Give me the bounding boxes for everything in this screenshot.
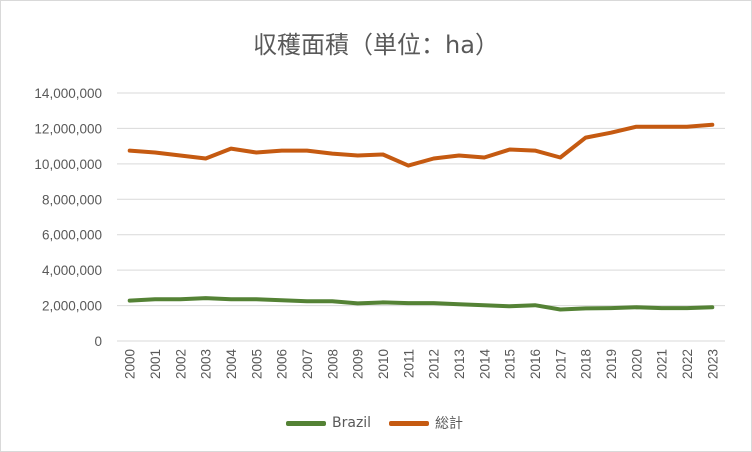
x-tick-label: 2008 — [325, 349, 340, 379]
legend-swatch-total — [389, 420, 429, 426]
x-tick-label: 2012 — [427, 349, 442, 379]
x-tick-label: 2004 — [224, 349, 239, 380]
x-tick-label: 2013 — [452, 349, 467, 379]
x-tick-label: 2021 — [655, 349, 670, 379]
series-lines — [127, 122, 715, 312]
x-tick-label: 2023 — [705, 349, 720, 379]
legend-label-total: 総計 — [435, 416, 463, 432]
x-tick-label: 2010 — [376, 349, 391, 379]
x-tick-label: 2011 — [401, 349, 416, 378]
x-tick-label: 2009 — [351, 349, 366, 379]
x-tick-label: 2007 — [300, 349, 315, 379]
legend-item-total: 総計 — [389, 411, 463, 435]
x-tick-label: 2019 — [604, 349, 619, 379]
legend-item-brazil: Brazil — [286, 411, 371, 435]
y-tick-label: 4,000,000 — [42, 263, 102, 278]
x-tick-label: 2016 — [528, 349, 543, 379]
series-line-total — [127, 122, 715, 168]
x-tick-label: 2005 — [249, 349, 264, 379]
y-tick-label: 12,000,000 — [34, 121, 102, 136]
y-tick-label: 0 — [94, 334, 102, 349]
x-tick-label: 2000 — [123, 349, 138, 379]
x-tick-label: 2003 — [199, 349, 214, 379]
y-tick-label: 2,000,000 — [42, 299, 102, 314]
x-tick-label: 2014 — [477, 349, 492, 380]
x-tick-label: 2015 — [503, 349, 518, 379]
x-tick-label: 2006 — [275, 349, 290, 379]
y-tick-label: 6,000,000 — [42, 228, 102, 243]
y-axis-ticks: 0 2,000,000 4,000,000 6,000,000 8,000,000 10,… — [34, 86, 102, 349]
x-tick-label: 2018 — [579, 349, 594, 379]
x-axis-ticks: 2000 2001 2002 2003 2004 2005 2006 2007 2008 2009… — [123, 349, 721, 380]
x-tick-label: 2017 — [553, 349, 568, 379]
legend-swatch-brazil — [286, 420, 326, 426]
y-tick-label: 8,000,000 — [42, 192, 102, 207]
x-tick-label: 2022 — [680, 349, 695, 379]
series-line-brazil — [127, 296, 715, 312]
chart-title: 収穫面積（単位：ha） — [253, 31, 499, 59]
legend-label-brazil: Brazil — [332, 415, 372, 431]
legend: Brazil 総計 — [1, 411, 751, 435]
y-tick-label: 10,000,000 — [34, 157, 102, 172]
x-tick-label: 2002 — [173, 349, 188, 379]
x-tick-label: 2001 — [148, 349, 163, 379]
x-tick-label: 2020 — [629, 349, 644, 379]
y-tick-label: 14,000,000 — [34, 86, 102, 101]
